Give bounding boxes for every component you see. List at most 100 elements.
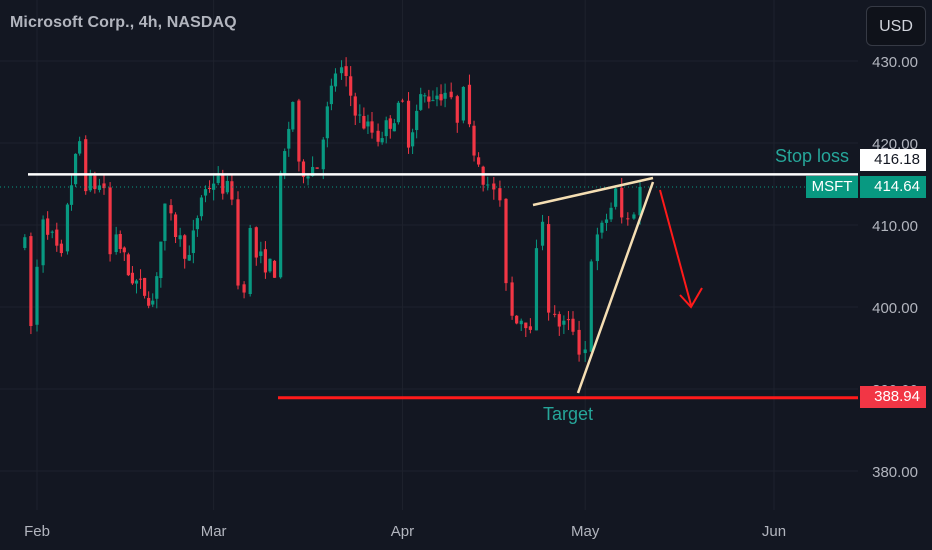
x-tick-label: May — [571, 523, 600, 540]
candle-body — [151, 300, 155, 305]
candle-body — [199, 197, 204, 217]
candle-body — [207, 187, 212, 189]
candle-body — [638, 186, 642, 216]
candle-body — [344, 66, 348, 76]
candle-body — [134, 280, 139, 284]
candle-body — [254, 227, 258, 258]
candle-body — [279, 172, 283, 278]
symbol-tag: MSFT — [806, 176, 858, 198]
stop-loss-label: Stop loss — [775, 146, 850, 166]
candle-body — [384, 120, 388, 137]
candle-body — [553, 313, 557, 315]
candle-body — [415, 110, 419, 131]
candle-body — [291, 102, 295, 130]
candle-body — [577, 329, 581, 355]
candle-body — [73, 153, 78, 185]
candle-body — [268, 258, 272, 272]
candle-body — [510, 282, 514, 316]
candle-body — [406, 100, 411, 148]
candle-body — [130, 272, 135, 284]
candle-body — [481, 166, 485, 185]
candle-body — [632, 214, 636, 219]
candle-body — [486, 184, 490, 186]
candle-body — [272, 260, 277, 278]
candle-body — [50, 231, 54, 233]
candle-body — [400, 100, 405, 102]
candle-body — [46, 218, 50, 235]
candle-body — [178, 235, 182, 240]
candle-body — [583, 349, 587, 354]
candle-body — [620, 187, 624, 218]
candle-body — [301, 161, 306, 177]
candle-body — [59, 243, 63, 254]
candle-body — [55, 229, 59, 246]
candle-body — [562, 320, 566, 325]
candle-body — [122, 247, 126, 253]
candle-body — [108, 187, 112, 255]
candle-body — [498, 188, 502, 201]
candle-body — [600, 222, 604, 233]
candle-body — [306, 176, 310, 179]
candle-body — [283, 151, 287, 175]
candle-body — [396, 102, 400, 123]
candle-body — [435, 95, 439, 100]
candle-body — [370, 121, 374, 133]
down-arrow-shaft — [659, 189, 692, 306]
candle-body — [147, 297, 151, 306]
candle-body — [169, 205, 173, 214]
candle-body — [195, 218, 199, 230]
candle-body — [97, 185, 102, 190]
candle-body — [126, 254, 130, 276]
candle-body — [339, 67, 344, 74]
candle-body — [461, 86, 465, 121]
y-tick-label: 410.00 — [872, 218, 918, 235]
candle-body — [366, 121, 370, 127]
candle-body — [423, 95, 427, 97]
candle-body — [212, 183, 216, 190]
candle-body — [557, 314, 561, 327]
wedge-lower-line — [576, 181, 655, 394]
candle-body — [315, 167, 319, 169]
down-arrow-head — [679, 287, 703, 309]
candle-body — [449, 91, 453, 98]
candle-body — [571, 318, 575, 332]
candle-body — [534, 248, 539, 331]
candle-body — [376, 130, 380, 142]
candle-body — [427, 96, 431, 102]
y-tick-label: 380.00 — [872, 464, 918, 481]
candle-body — [362, 115, 366, 129]
candle-body — [138, 278, 143, 280]
candle-body — [329, 85, 333, 105]
candle-body — [614, 188, 618, 207]
candle-body — [248, 227, 252, 295]
candlestick-series — [23, 57, 642, 362]
wedge-upper-line — [532, 176, 654, 207]
candle-body — [242, 284, 246, 293]
candle-body — [467, 84, 472, 125]
candle-body — [191, 230, 195, 254]
candle-body — [159, 241, 163, 279]
candle-body — [297, 100, 301, 162]
currency-button[interactable]: USD — [866, 6, 926, 46]
candle-body — [35, 266, 39, 325]
x-tick-label: Feb — [24, 523, 50, 540]
candle-body — [353, 96, 357, 116]
candle-body — [392, 123, 396, 132]
candle-body — [173, 214, 178, 238]
candle-body — [155, 276, 159, 299]
candle-body — [388, 118, 392, 129]
candle-body — [411, 132, 415, 147]
candle-body — [431, 100, 435, 102]
x-tick-label: Apr — [391, 523, 414, 540]
candle-body — [221, 175, 225, 194]
candle-body — [540, 221, 545, 246]
candle-body — [118, 233, 122, 249]
candle-body — [419, 94, 423, 110]
candle-body — [566, 319, 571, 321]
candle-body — [443, 92, 447, 99]
grid-lines — [0, 0, 858, 510]
candle-body — [528, 326, 532, 330]
candle-body — [455, 96, 459, 123]
candle-body — [524, 322, 528, 329]
